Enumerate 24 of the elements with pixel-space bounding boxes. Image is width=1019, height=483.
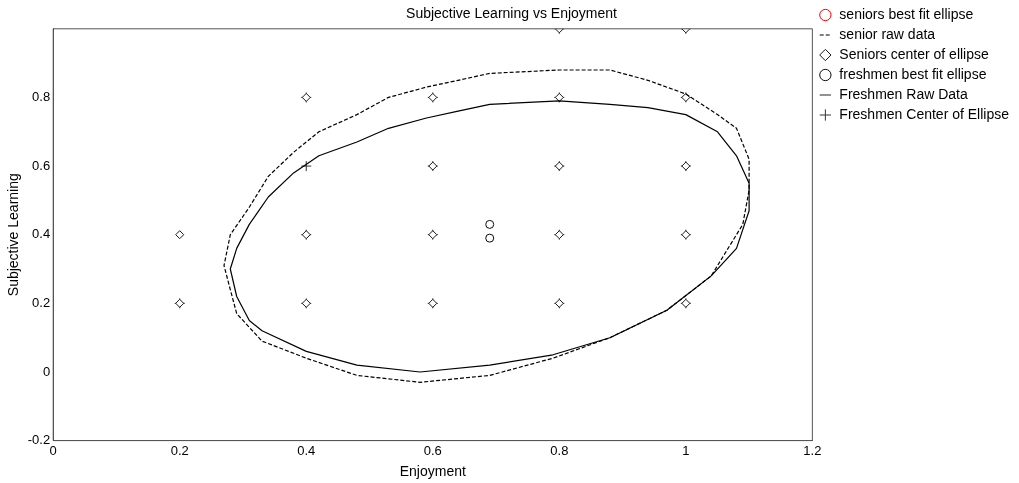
legend-label: freshmen best fit ellipse	[839, 65, 987, 82]
legend-label: senior raw data	[839, 25, 936, 42]
y-tick-label: 0.2	[32, 294, 51, 310]
y-tick-label: 0.8	[32, 89, 51, 105]
legend-label: Freshmen Center of Ellipse	[839, 105, 1010, 122]
x-tick-label: 1	[682, 442, 690, 458]
y-tick-label: 0	[42, 363, 51, 379]
legend-label: Seniors center of ellipse	[839, 45, 989, 62]
y-tick-label: -0.2	[27, 432, 51, 448]
x-tick-label: 0.6	[423, 442, 442, 458]
y-tick-label: 0.4	[32, 226, 51, 242]
x-tick-label: 0.4	[297, 442, 316, 458]
chart-title: Subjective Learning vs Enjoyment	[406, 5, 618, 22]
legend-label: seniors best fit ellipse	[839, 5, 974, 22]
point	[300, 160, 312, 172]
y-tick-label: 0.6	[32, 157, 51, 173]
legend-label: Freshmen Raw Data	[839, 85, 968, 102]
y-axis-title: Subjective Learning	[5, 173, 22, 297]
x-tick-label: 0.2	[170, 442, 189, 458]
point	[485, 233, 495, 243]
point	[485, 219, 495, 229]
x-axis-title: Enjoyment	[399, 463, 466, 480]
x-tick-label: 1.2	[803, 442, 822, 458]
x-tick-label: 0.8	[550, 442, 569, 458]
